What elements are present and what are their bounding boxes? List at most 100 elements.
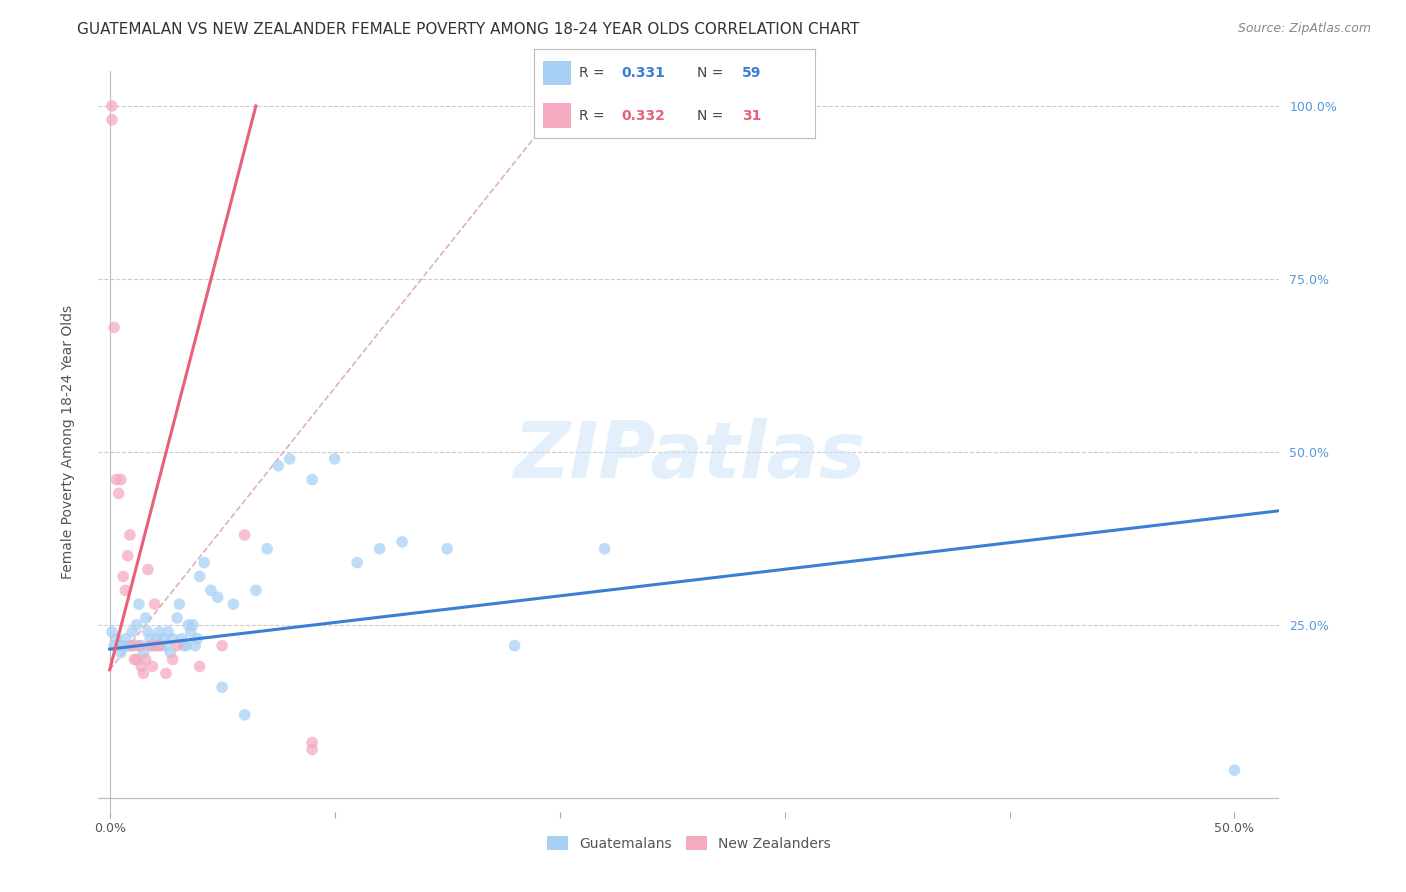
- Text: 31: 31: [742, 109, 762, 122]
- Point: [146, 639, 169, 653]
- Point: [141, 639, 163, 653]
- Point: [173, 639, 195, 653]
- Point: [101, 112, 124, 127]
- Point: [136, 624, 159, 639]
- Point: [128, 639, 150, 653]
- Text: R =: R =: [579, 109, 609, 122]
- Point: [159, 646, 181, 660]
- Point: [169, 597, 191, 611]
- Point: [128, 597, 150, 611]
- Point: [117, 549, 139, 563]
- Point: [278, 451, 301, 466]
- Point: [129, 659, 152, 673]
- Point: [125, 618, 148, 632]
- Point: [177, 618, 200, 632]
- Point: [143, 597, 166, 611]
- Point: [166, 611, 188, 625]
- Text: ZIPatlas: ZIPatlas: [513, 418, 865, 494]
- Text: GUATEMALAN VS NEW ZEALANDER FEMALE POVERTY AMONG 18-24 YEAR OLDS CORRELATION CHA: GUATEMALAN VS NEW ZEALANDER FEMALE POVER…: [77, 22, 859, 37]
- Point: [103, 639, 125, 653]
- Point: [180, 624, 202, 639]
- Point: [162, 652, 184, 666]
- Point: [112, 569, 135, 583]
- Point: [124, 639, 146, 653]
- Point: [107, 486, 129, 500]
- Point: [166, 639, 188, 653]
- Text: 59: 59: [742, 66, 762, 79]
- Point: [146, 632, 169, 646]
- Point: [323, 451, 346, 466]
- Text: N =: N =: [697, 66, 728, 79]
- Point: [129, 639, 152, 653]
- Point: [118, 639, 141, 653]
- Text: R =: R =: [579, 66, 609, 79]
- Point: [132, 666, 155, 681]
- Point: [112, 639, 135, 653]
- Point: [135, 611, 157, 625]
- Point: [181, 618, 204, 632]
- Point: [114, 632, 136, 646]
- Point: [139, 639, 162, 653]
- Point: [233, 707, 256, 722]
- Point: [503, 639, 526, 653]
- Point: [135, 652, 157, 666]
- Point: [211, 680, 233, 694]
- Point: [148, 624, 170, 639]
- Point: [1223, 763, 1246, 777]
- Point: [143, 639, 166, 653]
- Point: [222, 597, 245, 611]
- Point: [174, 639, 197, 653]
- Point: [193, 556, 215, 570]
- Point: [117, 639, 139, 653]
- Point: [139, 632, 162, 646]
- Point: [188, 659, 211, 673]
- Point: [141, 659, 163, 673]
- Point: [346, 556, 368, 570]
- Point: [211, 639, 233, 653]
- Point: [391, 534, 413, 549]
- Point: [200, 583, 222, 598]
- Point: [125, 652, 148, 666]
- Point: [118, 528, 141, 542]
- Point: [101, 99, 124, 113]
- Point: [256, 541, 278, 556]
- Text: N =: N =: [697, 109, 728, 122]
- Point: [105, 632, 128, 646]
- Point: [157, 624, 180, 639]
- Point: [155, 666, 177, 681]
- Point: [124, 652, 146, 666]
- Point: [110, 473, 132, 487]
- Point: [301, 473, 323, 487]
- Point: [148, 639, 170, 653]
- Point: [114, 583, 136, 598]
- Point: [267, 458, 290, 473]
- Point: [152, 632, 174, 646]
- Point: [245, 583, 267, 598]
- Point: [162, 632, 184, 646]
- Point: [103, 320, 125, 334]
- Point: [233, 528, 256, 542]
- Point: [105, 473, 128, 487]
- Y-axis label: Female Poverty Among 18-24 Year Olds: Female Poverty Among 18-24 Year Olds: [60, 304, 75, 579]
- Point: [436, 541, 458, 556]
- Text: 0.332: 0.332: [621, 109, 665, 122]
- Text: 0.331: 0.331: [621, 66, 665, 79]
- Bar: [543, 61, 571, 85]
- Point: [207, 591, 229, 605]
- Text: Source: ZipAtlas.com: Source: ZipAtlas.com: [1237, 22, 1371, 36]
- Bar: [543, 103, 571, 128]
- Point: [121, 624, 143, 639]
- Point: [132, 646, 155, 660]
- Point: [301, 742, 323, 756]
- Point: [107, 639, 129, 653]
- Point: [170, 632, 193, 646]
- Point: [184, 639, 207, 653]
- Point: [110, 646, 132, 660]
- Point: [101, 624, 124, 639]
- Point: [136, 563, 159, 577]
- Point: [150, 639, 173, 653]
- Legend: Guatemalans, New Zealanders: Guatemalans, New Zealanders: [541, 830, 837, 856]
- Point: [593, 541, 616, 556]
- Point: [186, 632, 208, 646]
- Point: [188, 569, 211, 583]
